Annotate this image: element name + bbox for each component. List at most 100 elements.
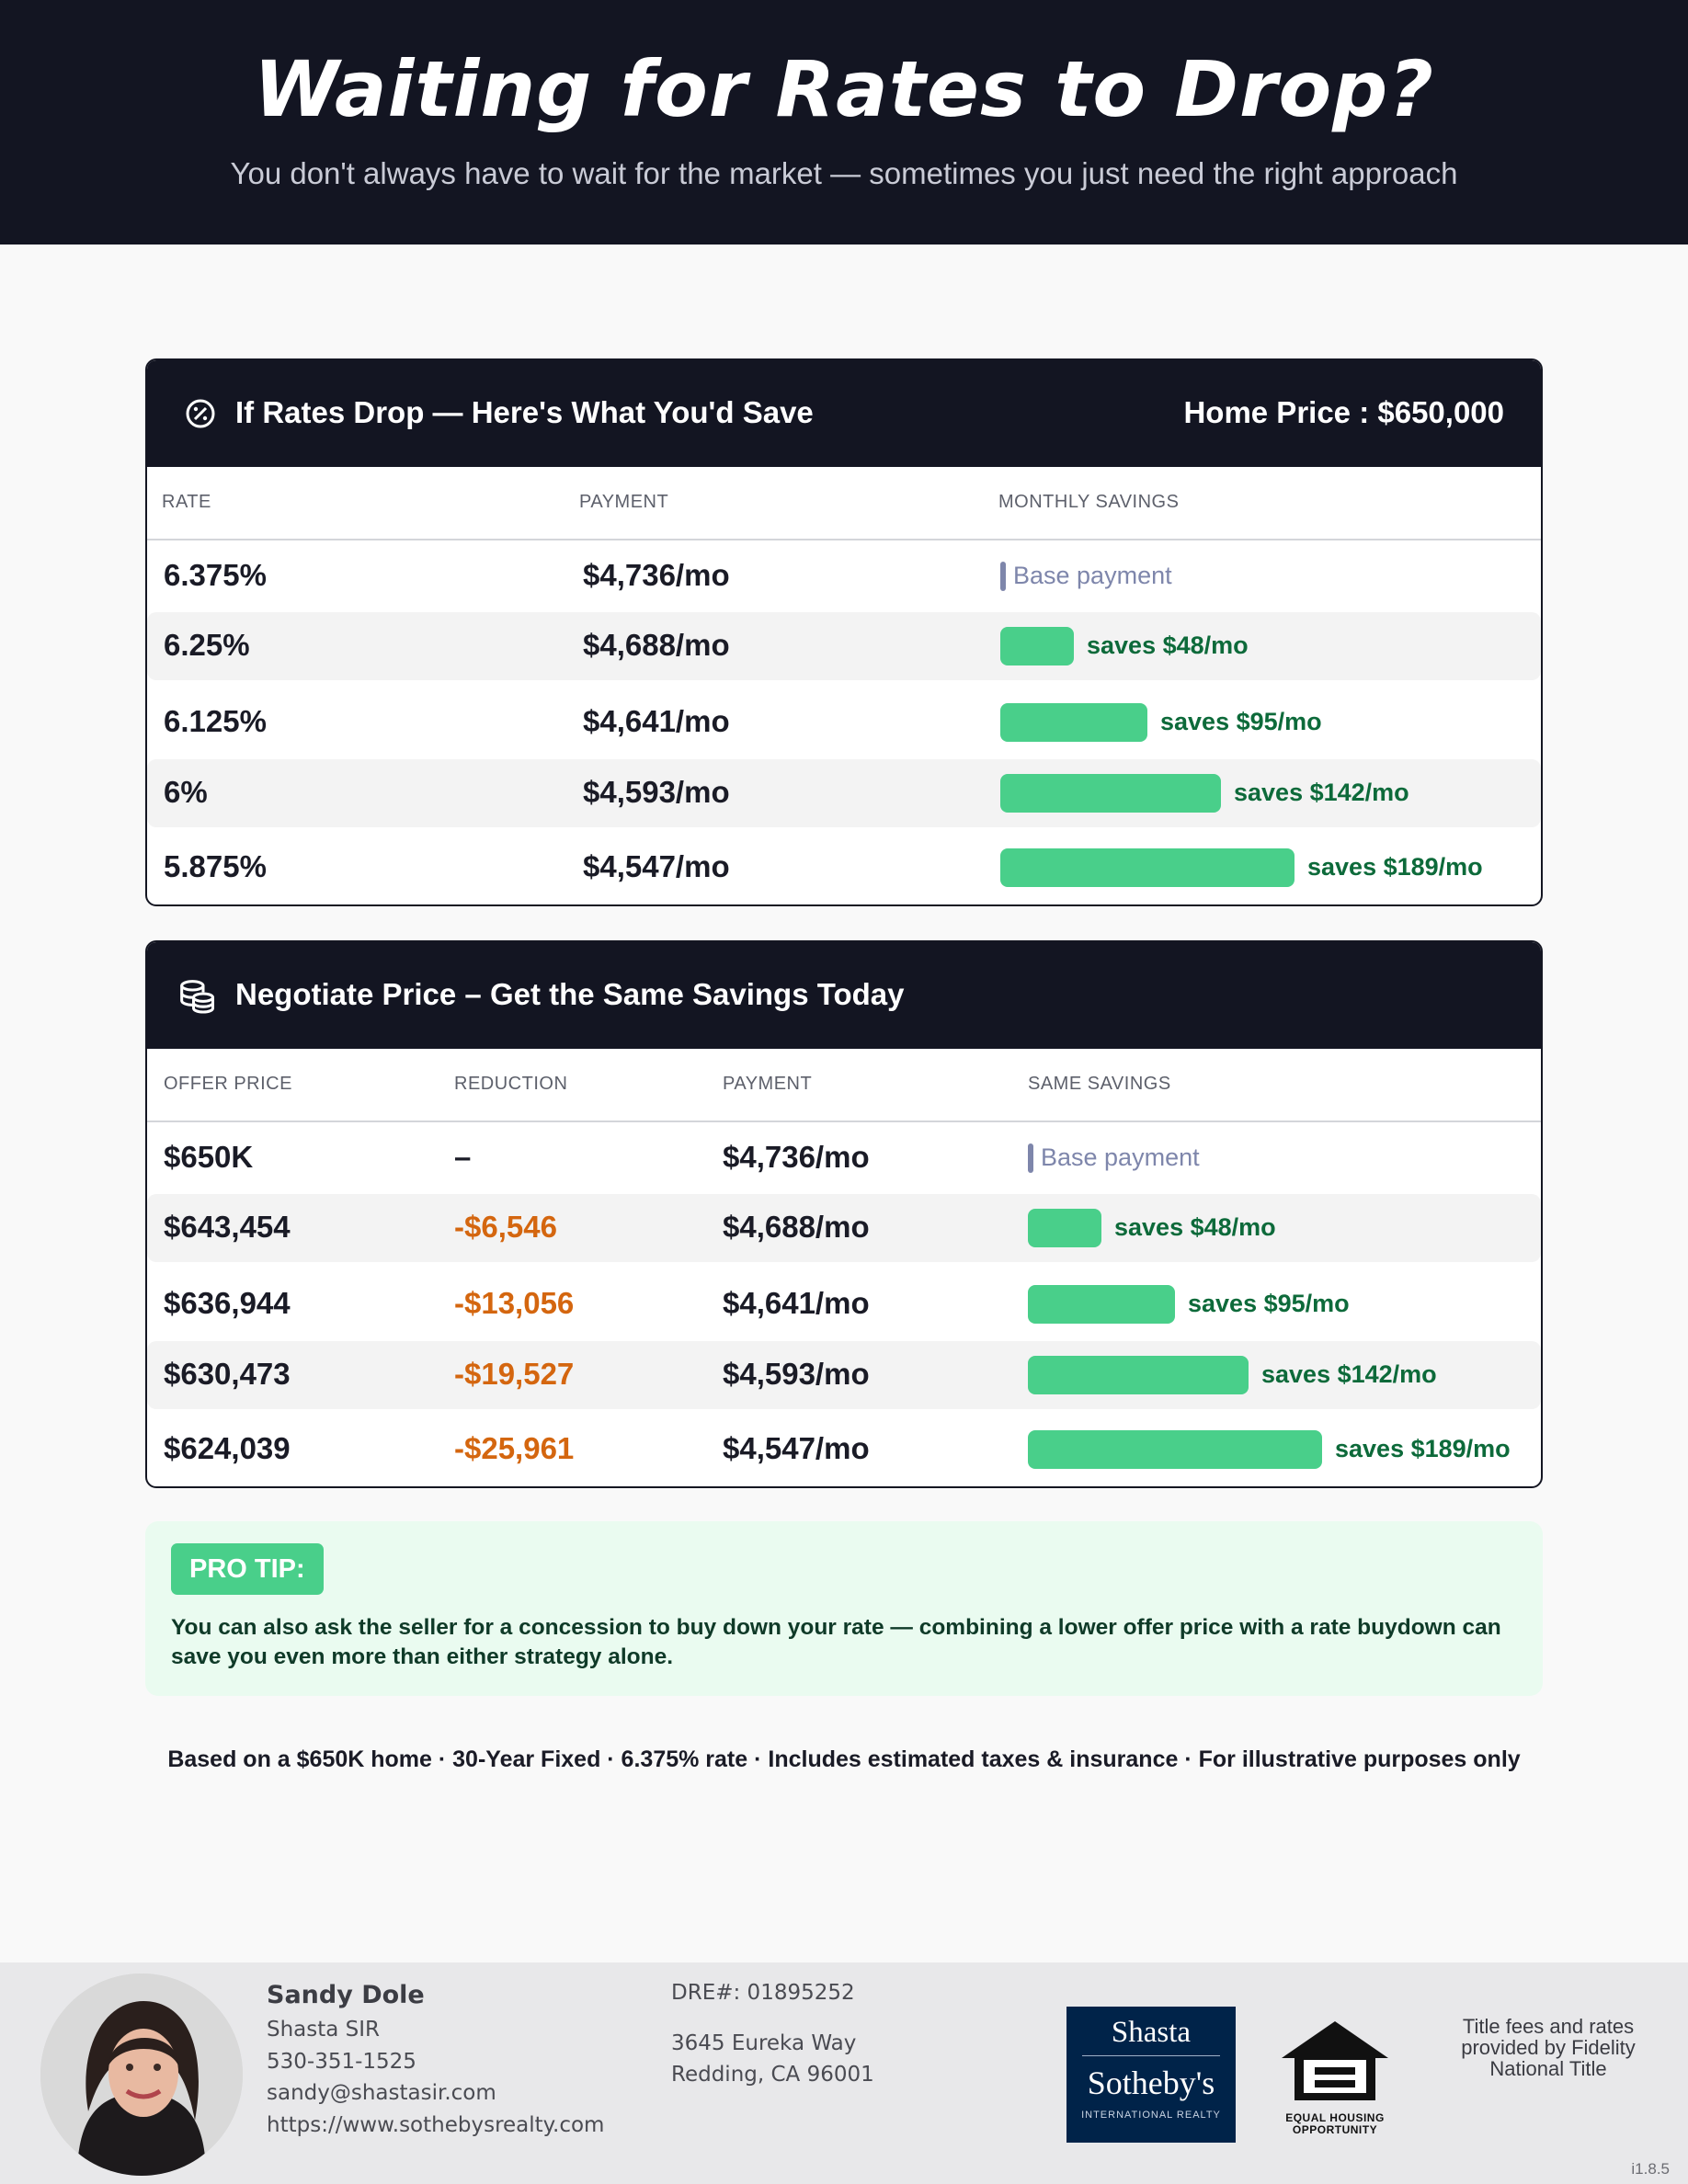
agent-photo [40,1974,243,2176]
column-header-offer-price: OFFER PRICE [164,1074,292,1094]
agent-avatar [40,1974,243,2176]
savings-bar [1028,1356,1249,1394]
equal-housing-icon [1282,2021,1388,2100]
home-price: Home Price : $650,000 [1183,395,1504,429]
savings-bar [1000,848,1295,887]
table-row: 5.875% $4,547/mo saves $189/mo [147,833,1541,903]
table-row: $650K – $4,736/mo Base payment [147,1122,1541,1194]
savings-label: saves $48/mo [1087,631,1249,659]
payment-cell: $4,593/mo [583,775,730,809]
payment-cell: $4,736/mo [583,558,730,592]
address-line-1: 3645 Eureka Way [671,2031,857,2055]
footer: Sandy Dole Shasta SIR 530-351-1525 sandy… [0,1962,1688,2184]
agent-email[interactable]: sandy@shastasir.com [267,2081,496,2105]
column-header-rate: RATE [162,492,211,512]
version-label: i1.8.5 [1631,2160,1670,2178]
table-row: 6% $4,593/mo saves $142/mo [147,759,1541,827]
address-line-2: Redding, CA 96001 [671,2063,874,2087]
base-payment-label: Base payment [1013,562,1172,589]
negotiate-card-header: Negotiate Price – Get the Same Savings T… [147,942,1541,1049]
savings-label: saves $189/mo [1335,1435,1511,1462]
agent-license-address: DRE#: 01895252 3645 Eureka Way Redding, … [671,1977,874,2090]
savings-bar [1028,1285,1175,1324]
savings-label: saves $95/mo [1188,1290,1350,1317]
payment-cell: $4,593/mo [723,1357,870,1391]
table-row: $643,454 -$6,546 $4,688/mo saves $48/mo [147,1194,1541,1262]
rates-card-header: If Rates Drop — Here's What You'd Save H… [147,360,1541,467]
logo-divider [1082,2055,1220,2056]
base-payment-label: Base payment [1041,1143,1200,1171]
negotiate-card-title: Negotiate Price – Get the Same Savings T… [235,977,905,1011]
column-header-same-savings: SAME SAVINGS [1028,1074,1171,1094]
column-header-monthly-savings: MONTHLY SAVINGS [998,492,1180,512]
agent-website[interactable]: https://www.sothebysrealty.com [267,2112,605,2137]
header-banner: Waiting for Rates to Drop? You don't alw… [0,0,1688,245]
rate-cell: 6% [164,775,208,809]
agent-name: Sandy Dole [267,1981,425,2009]
savings-bar [1028,1430,1322,1469]
payment-cell: $4,547/mo [723,1431,870,1465]
column-header-payment: PAYMENT [723,1074,813,1094]
negotiate-column-headers: OFFER PRICE REDUCTION PAYMENT SAME SAVIN… [147,1049,1541,1122]
sothebys-logo: Shasta Sotheby's INTERNATIONAL REALTY [1066,2007,1236,2143]
savings-label: saves $189/mo [1307,853,1483,881]
savings-bar [1000,627,1074,665]
table-row: $630,473 -$19,527 $4,593/mo saves $142/mo [147,1341,1541,1409]
table-row: $636,944 -$13,056 $4,641/mo saves $95/mo [147,1268,1541,1341]
rate-cell: 5.875% [164,849,267,883]
payment-cell: $4,688/mo [723,1210,870,1244]
logo-sothebys: Sotheby's [1087,2065,1215,2101]
table-row: 6.25% $4,688/mo saves $48/mo [147,612,1541,680]
base-payment-marker [1028,1143,1033,1173]
rates-card-title: If Rates Drop — Here's What You'd Save [235,395,814,429]
reduction-cell: – [454,1140,472,1174]
savings-label: saves $95/mo [1160,708,1322,735]
agent-phone[interactable]: 530-351-1525 [267,2049,416,2074]
table-row: $624,039 -$25,961 $4,547/mo saves $189/mo [147,1415,1541,1484]
reduction-cell: -$25,961 [454,1431,575,1465]
disclaimer: Based on a $650K home · 30-Year Fixed · … [167,1746,1521,1772]
equal-housing-logo: EQUAL HOUSING OPPORTUNITY [1272,2016,1397,2136]
rate-cell: 6.125% [164,704,267,738]
payment-cell: $4,736/mo [723,1140,870,1174]
payment-cell: $4,641/mo [723,1286,870,1320]
offer-price-cell: $636,944 [164,1286,291,1320]
coins-stack-icon [180,980,215,1014]
rate-cell: 6.375% [164,558,267,592]
table-row: 6.375% $4,736/mo Base payment [147,540,1541,612]
savings-label: saves $142/mo [1261,1360,1437,1388]
title-fees-note: Title fees and rates provided by Fidelit… [1461,2015,1636,2080]
rates-card: If Rates Drop — Here's What You'd Save H… [145,358,1543,906]
payment-cell: $4,688/mo [583,628,730,662]
eho-line-1: EQUAL HOUSING [1285,2111,1385,2124]
savings-bar [1000,774,1221,813]
pro-tip-text: You can also ask the seller for a conces… [171,1615,1501,1669]
offer-price-cell: $643,454 [164,1210,291,1244]
savings-label: saves $142/mo [1234,779,1409,806]
payment-cell: $4,641/mo [583,704,730,738]
agent-company: Shasta SIR [267,2018,381,2042]
reduction-cell: -$19,527 [454,1357,575,1391]
pro-tip-badge: PRO TIP: [171,1543,324,1595]
eho-line-2: OPPORTUNITY [1292,2123,1378,2136]
dre-number: DRE#: 01895252 [671,1981,855,2005]
savings-bar [1000,703,1147,742]
table-row: 6.125% $4,641/mo saves $95/mo [147,686,1541,759]
percent-badge-icon [186,399,215,428]
payment-cell: $4,547/mo [583,849,730,883]
negotiate-card: Negotiate Price – Get the Same Savings T… [145,940,1543,1488]
column-header-payment: PAYMENT [579,492,669,512]
rate-cell: 6.25% [164,628,250,662]
savings-label: saves $48/mo [1114,1213,1276,1241]
page-title: Waiting for Rates to Drop? [253,44,1435,134]
pro-tip-box: PRO TIP: You can also ask the seller for… [145,1521,1543,1696]
offer-price-cell: $650K [164,1140,254,1174]
column-header-reduction: REDUCTION [454,1074,568,1094]
offer-price-cell: $624,039 [164,1431,291,1465]
logo-international-realty: INTERNATIONAL REALTY [1081,2110,1221,2121]
base-payment-marker [1000,562,1006,591]
savings-bar [1028,1209,1101,1247]
agent-info: Sandy Dole Shasta SIR 530-351-1525 sandy… [267,1977,604,2141]
reduction-cell: -$13,056 [454,1286,575,1320]
page-subtitle: You don't always have to wait for the ma… [230,156,1458,190]
